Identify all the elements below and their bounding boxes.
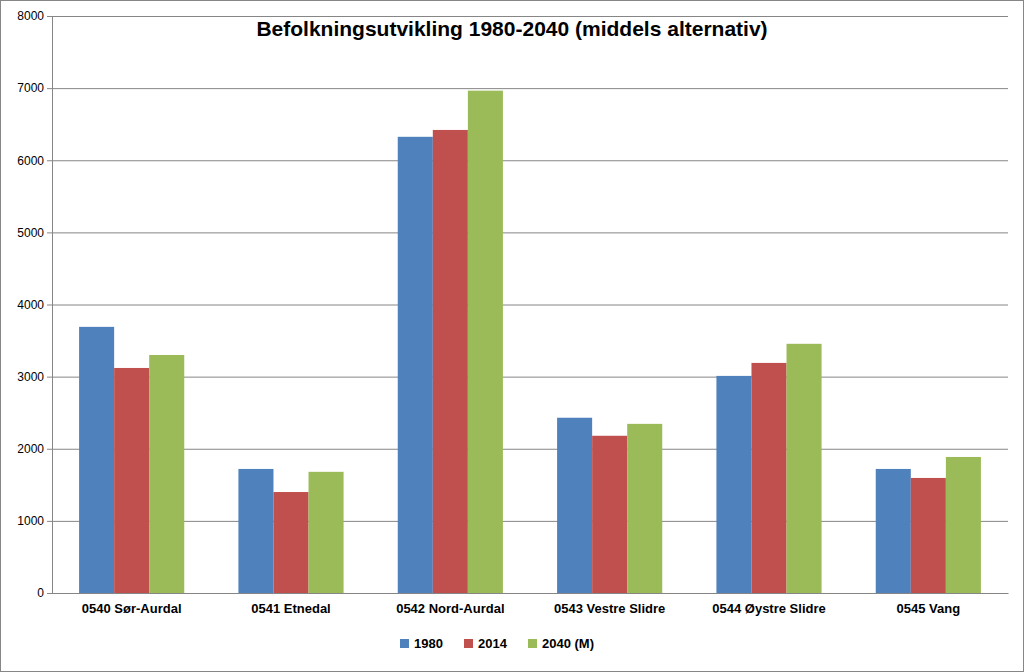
x-tick-label: 0541 Etnedal xyxy=(251,601,331,616)
bar xyxy=(911,478,946,593)
x-axis: 0540 Sør-Aurdal 0541 Etnedal 0542 Nord-Aur… xyxy=(53,593,1009,616)
x-tick-label: 0542 Nord-Aurdal xyxy=(396,601,504,616)
bar-series xyxy=(149,91,981,593)
grid-line xyxy=(52,449,1008,450)
legend-item: 2014 xyxy=(464,636,508,651)
bar xyxy=(557,418,592,593)
x-axis-line xyxy=(53,593,1009,594)
y-tick-mark xyxy=(47,232,52,233)
grid-line xyxy=(52,232,1008,233)
y-tick: 2000 xyxy=(17,442,52,456)
bar xyxy=(309,472,344,593)
bar xyxy=(751,363,786,593)
y-tick-label: 5000 xyxy=(17,226,44,240)
legend-label: 2014 xyxy=(478,636,508,651)
legend-label: 2040 (M) xyxy=(542,636,594,651)
chart: 0 1000 2000 3000 4000 5000 6000 7000 8000 0540 Sø… xyxy=(0,0,1024,672)
y-tick-mark xyxy=(47,160,52,161)
bar xyxy=(149,355,184,593)
x-tick-label: 0543 Vestre Slidre xyxy=(554,601,665,616)
bar xyxy=(716,376,751,593)
bar xyxy=(79,327,114,593)
y-tick-label: 8000 xyxy=(17,9,44,23)
x-tick: 0545 Vang xyxy=(897,593,961,616)
grid-line xyxy=(52,521,1008,522)
y-tick-mark xyxy=(47,88,52,89)
y-tick: 0 xyxy=(37,586,52,600)
y-tick-mark xyxy=(47,16,52,17)
bar xyxy=(627,424,662,593)
bar-series xyxy=(114,130,946,593)
y-axis: 0 1000 2000 3000 4000 5000 6000 7000 8000 xyxy=(17,9,52,600)
x-tick-label: 0544 Øystre Slidre xyxy=(712,601,825,616)
y-tick: 6000 xyxy=(17,154,52,168)
legend-swatch xyxy=(400,639,409,648)
bar xyxy=(787,344,822,593)
bar xyxy=(114,368,149,593)
x-tick-label: 0545 Vang xyxy=(897,601,961,616)
grid-line xyxy=(52,593,1008,594)
grid xyxy=(52,17,1008,594)
y-tick-mark xyxy=(47,593,52,594)
bar xyxy=(273,492,308,593)
y-tick-label: 0 xyxy=(37,586,44,600)
y-tick: 7000 xyxy=(17,81,52,95)
plot: 0 1000 2000 3000 4000 5000 6000 7000 8000 0540 Sø… xyxy=(17,9,1008,616)
y-tick-label: 4000 xyxy=(17,298,44,312)
bar xyxy=(398,137,433,593)
y-tick-label: 3000 xyxy=(17,370,44,384)
y-tick-mark xyxy=(47,449,52,450)
y-tick: 3000 xyxy=(17,370,52,384)
bar xyxy=(468,91,503,593)
legend: 1980 2014 2040 (M) xyxy=(400,636,594,651)
legend-swatch xyxy=(528,639,537,648)
y-tick-mark xyxy=(47,521,52,522)
y-tick-label: 7000 xyxy=(17,81,44,95)
y-tick: 4000 xyxy=(17,298,52,312)
legend-label: 1980 xyxy=(414,636,443,651)
y-tick-mark xyxy=(47,305,52,306)
x-tick: 0544 Øystre Slidre xyxy=(712,593,825,616)
y-tick: 8000 xyxy=(17,9,52,23)
x-tick: 0540 Sør-Aurdal xyxy=(82,593,182,616)
y-tick-label: 1000 xyxy=(17,514,44,528)
x-tick: 0543 Vestre Slidre xyxy=(554,593,665,616)
bar xyxy=(238,469,273,593)
bar xyxy=(946,457,981,593)
grid-line xyxy=(52,160,1008,161)
grid-line xyxy=(52,377,1008,378)
x-tick: 0542 Nord-Aurdal xyxy=(396,593,504,616)
legend-item: 1980 xyxy=(400,636,443,651)
bar xyxy=(592,436,627,593)
bar xyxy=(876,469,911,593)
y-tick: 5000 xyxy=(17,226,52,240)
y-tick-label: 6000 xyxy=(17,154,44,168)
grid-line xyxy=(52,88,1008,89)
y-tick-mark xyxy=(47,377,52,378)
grid-line xyxy=(52,305,1008,306)
legend-swatch xyxy=(464,639,473,648)
bars xyxy=(79,91,981,593)
x-tick-label: 0540 Sør-Aurdal xyxy=(82,601,182,616)
bar xyxy=(433,130,468,593)
title: Befolkningsutvikling 1980-2040 (middels … xyxy=(256,17,767,40)
y-tick: 1000 xyxy=(17,514,52,528)
x-tick: 0541 Etnedal xyxy=(251,593,331,616)
y-tick-label: 2000 xyxy=(17,442,44,456)
y-axis-line xyxy=(47,17,53,594)
chart-frame xyxy=(1,1,1024,672)
legend-item: 2040 (M) xyxy=(528,636,594,651)
